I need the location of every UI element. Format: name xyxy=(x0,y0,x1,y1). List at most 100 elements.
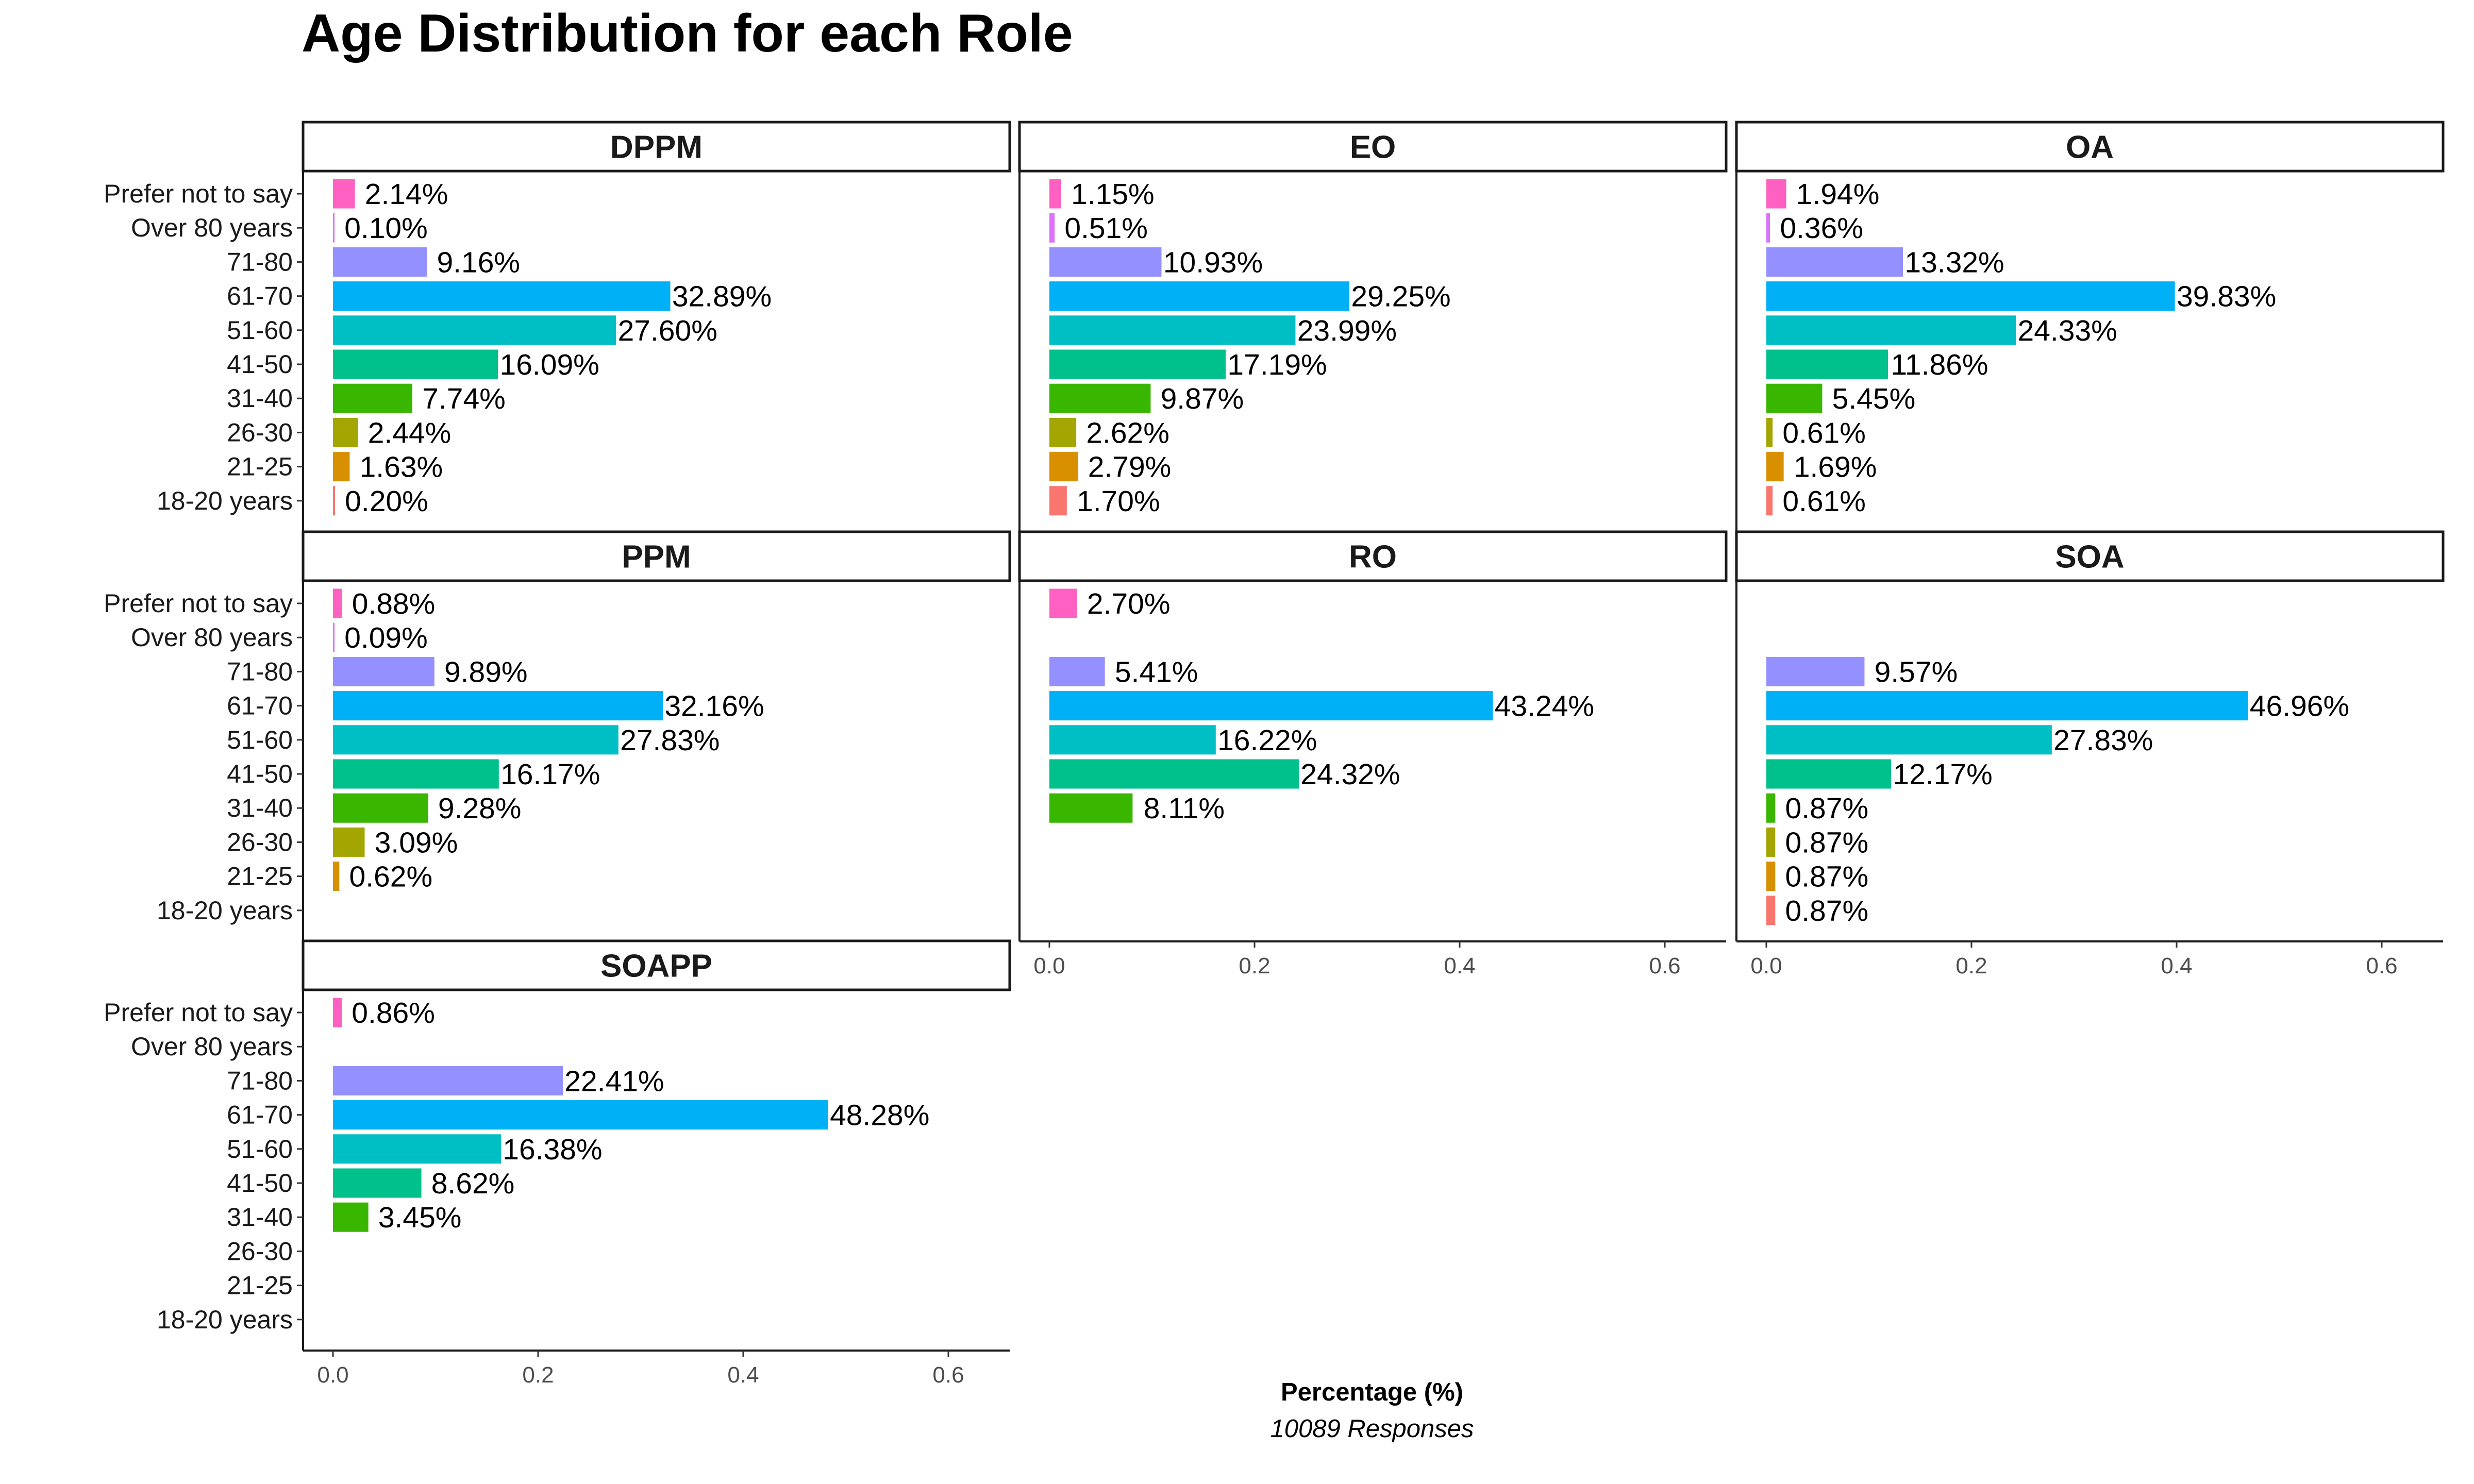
data-label: 2.14% xyxy=(365,178,448,211)
bar-oa xyxy=(1766,179,1786,209)
y-tick-label: Prefer not to say xyxy=(104,179,293,208)
bar-eo xyxy=(1049,281,1350,311)
panel-strip-label-soa: SOA xyxy=(2055,539,2124,575)
data-label: 0.61% xyxy=(1782,416,1866,449)
bar-soa xyxy=(1766,656,1865,686)
y-tick-label: Prefer not to say xyxy=(104,589,293,618)
bar-soapp xyxy=(333,1066,563,1095)
data-label: 17.19% xyxy=(1227,348,1327,381)
data-label: 11.86% xyxy=(1891,348,1988,381)
x-tick-label: 0.6 xyxy=(2366,953,2397,979)
bar-dppm xyxy=(333,417,358,447)
y-tick-label: 21-25 xyxy=(227,452,293,481)
bar-oa xyxy=(1766,349,1888,379)
data-label: 27.83% xyxy=(2053,724,2153,757)
bar-ppm xyxy=(333,622,335,652)
data-label: 0.61% xyxy=(1782,485,1866,518)
data-label: 2.79% xyxy=(1088,451,1172,484)
panel-oa: OA 1.94%0.36% 13.32% 39.83% 24.33% 11.86%5.45… xyxy=(1735,121,2445,532)
y-tick-label: Over 80 years xyxy=(131,623,293,652)
bar-soapp xyxy=(333,1168,422,1198)
panel-strip-label-dppm: DPPM xyxy=(610,130,703,165)
data-label: 16.38% xyxy=(503,1133,602,1166)
bar-soapp xyxy=(333,998,342,1027)
data-label: 1.70% xyxy=(1077,485,1160,518)
panel-ro: RO 2.70% 5.41% 43.24% 16.22%24.32% 8.11% 0.0 0.… xyxy=(1018,530,1728,979)
data-label: 8.11% xyxy=(1144,792,1225,825)
y-tick-label: 61-70 xyxy=(227,692,293,720)
data-label: 0.20% xyxy=(345,485,428,518)
x-tick-label: 0.2 xyxy=(1239,953,1270,979)
bar-soa xyxy=(1766,759,1892,789)
y-tick-label: 31-40 xyxy=(227,1203,293,1232)
data-label: 12.17% xyxy=(1893,758,1993,791)
x-tick-label: 0.0 xyxy=(317,1362,348,1388)
y-tick-label: 51-60 xyxy=(227,1135,293,1163)
bar-oa xyxy=(1766,213,1770,243)
panel-eo: EO 1.15%0.51% 10.93% 29.25%23.99%17.19%9.87… xyxy=(1018,121,1728,532)
data-label: 27.60% xyxy=(618,314,717,347)
data-label: 0.87% xyxy=(1785,792,1869,825)
bar-eo xyxy=(1049,349,1226,379)
y-tick-label: 26-30 xyxy=(227,828,293,856)
x-tick-label: 0.4 xyxy=(727,1362,759,1388)
bar-soapp xyxy=(333,1100,828,1130)
data-label: 16.09% xyxy=(500,348,599,381)
bar-eo xyxy=(1049,383,1151,413)
data-label: 27.83% xyxy=(620,724,720,757)
data-label: 24.33% xyxy=(2018,314,2117,347)
panel-strip-oa xyxy=(1735,121,2445,173)
panel-dppm: DPPM Prefer not to say Over 80 years 71-80 6… xyxy=(104,121,1011,532)
data-label: 5.41% xyxy=(1115,655,1198,688)
data-label: 9.16% xyxy=(437,246,520,279)
y-tick-label: Prefer not to say xyxy=(104,998,293,1027)
data-label: 0.87% xyxy=(1785,826,1869,859)
y-tick-label: 26-30 xyxy=(227,1237,293,1266)
data-label: 0.10% xyxy=(344,212,428,245)
panel-strip-eo xyxy=(1018,121,1728,173)
data-label: 9.87% xyxy=(1161,382,1244,415)
bar-eo xyxy=(1049,315,1296,345)
y-tick-label: Over 80 years xyxy=(131,1032,293,1061)
data-label: 16.22% xyxy=(1217,724,1317,757)
panel-strip-label-ro: RO xyxy=(1349,539,1397,575)
panel-strip-soapp xyxy=(302,939,1011,991)
bar-oa xyxy=(1766,281,2175,311)
data-label: 9.28% xyxy=(438,792,522,825)
chart-caption: 10089 Responses xyxy=(1270,1415,1474,1443)
bar-ppm xyxy=(333,759,499,789)
data-label: 3.45% xyxy=(378,1201,462,1234)
bar-ro xyxy=(1049,793,1133,823)
y-tick-label: 51-60 xyxy=(227,316,293,345)
bar-soa xyxy=(1766,725,2052,755)
bar-dppm xyxy=(333,213,335,243)
chart-title: Age Distribution for each Role xyxy=(302,4,1073,63)
data-label: 23.99% xyxy=(1297,314,1397,347)
bar-dppm xyxy=(333,315,616,345)
y-tick-label: 51-60 xyxy=(227,726,293,754)
bar-dppm xyxy=(333,247,427,277)
x-tick-label: 0.6 xyxy=(1649,953,1680,979)
data-label: 0.87% xyxy=(1785,895,1869,927)
data-label: 22.41% xyxy=(564,1065,664,1098)
bar-ro xyxy=(1049,656,1105,686)
data-label: 2.44% xyxy=(368,416,452,449)
x-tick-label: 0.6 xyxy=(932,1362,964,1388)
x-tick-label: 0.4 xyxy=(1444,953,1475,979)
bar-ro xyxy=(1049,725,1216,755)
bar-eo xyxy=(1049,486,1067,516)
bar-soa xyxy=(1766,691,2248,721)
data-label: 1.69% xyxy=(1794,451,1877,484)
bar-soa xyxy=(1766,827,1776,857)
panel-strip-label-soapp: SOAPP xyxy=(600,949,712,984)
data-label: 2.62% xyxy=(1086,416,1169,449)
data-label: 13.32% xyxy=(1904,246,2004,279)
data-label: 1.63% xyxy=(360,451,443,484)
bar-ppm xyxy=(333,862,340,891)
x-tick-label: 0.0 xyxy=(1033,953,1065,979)
bar-dppm xyxy=(333,452,350,482)
y-tick-label: 71-80 xyxy=(227,657,293,686)
bar-ppm xyxy=(333,588,342,618)
